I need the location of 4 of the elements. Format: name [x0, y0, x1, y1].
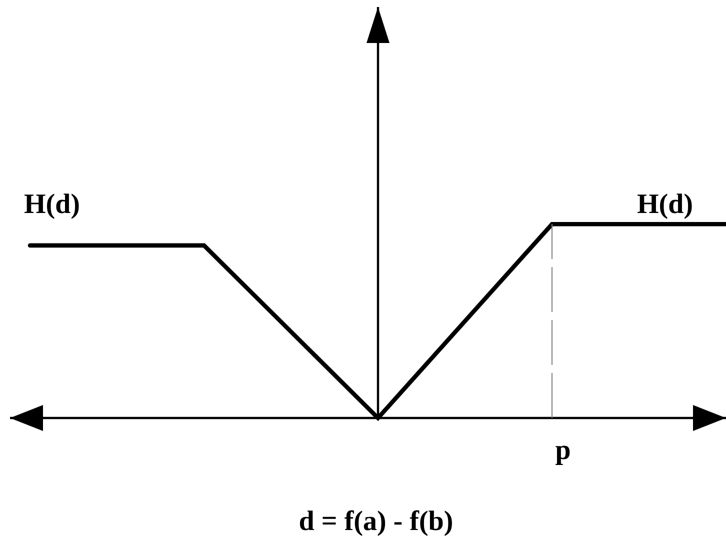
x-axis-title: d = f(a) - f(b) — [300, 510, 452, 536]
text: p — [556, 446, 570, 465]
text: H(d) — [637, 194, 692, 219]
text: H(d) — [24, 194, 79, 219]
